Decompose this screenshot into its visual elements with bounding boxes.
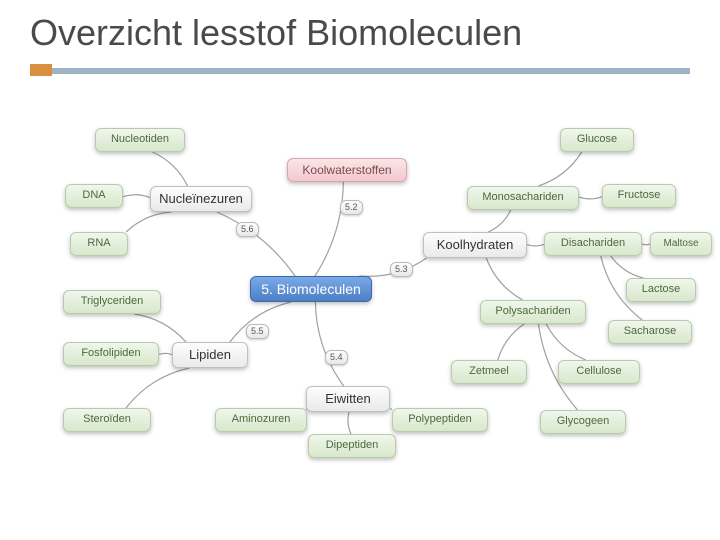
edge-koolhydraten-polysachariden	[486, 258, 522, 300]
node-label: RNA	[87, 237, 110, 250]
node-aminozuren: Aminozuren	[215, 408, 307, 432]
edge-polysachariden-cellulose	[546, 324, 586, 360]
badge-label: 5.4	[330, 352, 343, 362]
node-lactose: Lactose	[626, 278, 696, 302]
node-label: Fosfolipiden	[81, 347, 140, 360]
node-label: 5. Biomoleculen	[261, 281, 361, 298]
node-label: Glucose	[577, 133, 617, 146]
badge-label: 5.5	[251, 326, 264, 336]
node-label: Lactose	[642, 283, 681, 296]
node-maltose: Maltose	[650, 232, 712, 256]
edge-nucleinezuren-nucleotiden	[152, 152, 187, 186]
node-koolwaterstoffen: Koolwaterstoffen	[287, 158, 407, 182]
node-fosfolipiden: Fosfolipiden	[63, 342, 159, 366]
node-eiwitten: Eiwitten	[306, 386, 390, 412]
node-lipiden: Lipiden	[172, 342, 248, 368]
node-label: Koolwaterstoffen	[302, 163, 391, 177]
badge-label: 5.2	[345, 202, 358, 212]
edge-biomoleculen-nucleinezuren	[217, 212, 295, 276]
slide: Overzicht lesstof Biomoleculen 5. Biomol…	[0, 0, 720, 540]
node-glycogeen: Glycogeen	[540, 410, 626, 434]
edge-disachariden-lactose	[611, 256, 644, 278]
edge-nucleinezuren-dna	[123, 195, 150, 198]
node-label: Steroïden	[83, 413, 131, 426]
edge-disachariden-maltose	[642, 244, 650, 245]
badge-b54: 5.4	[325, 350, 348, 365]
node-label: Glycogeen	[557, 415, 610, 428]
node-disachariden: Disachariden	[544, 232, 642, 256]
node-label: Cellulose	[576, 365, 621, 378]
diagram-canvas: 5. Biomoleculen Nucleïnezuren Nucleotiden D…	[0, 0, 720, 540]
node-label: Disachariden	[561, 237, 625, 250]
node-monosachariden: Monosachariden	[467, 186, 579, 210]
badge-b53: 5.3	[390, 262, 413, 277]
badge-b56: 5.6	[236, 222, 259, 237]
edge-koolhydraten-disachariden	[527, 244, 544, 246]
node-label: Polysachariden	[495, 305, 570, 318]
node-polysachariden: Polysachariden	[480, 300, 586, 324]
edge-nucleinezuren-rna	[126, 212, 171, 232]
node-nucleinezuren: Nucleïnezuren	[150, 186, 252, 212]
edge-biomoleculen-koolwaterstoffen	[315, 182, 343, 276]
node-polypeptiden: Polypeptiden	[392, 408, 488, 432]
node-label: Aminozuren	[232, 413, 291, 426]
node-label: Lipiden	[189, 347, 231, 363]
diagram-edges	[0, 0, 720, 540]
node-label: Koolhydraten	[437, 237, 514, 253]
edge-monosachariden-fructose	[579, 197, 602, 199]
node-label: Eiwitten	[325, 391, 371, 407]
node-biomoleculen: 5. Biomoleculen	[250, 276, 372, 302]
node-dna: DNA	[65, 184, 123, 208]
badge-label: 5.3	[395, 264, 408, 274]
node-label: Maltose	[663, 238, 698, 250]
edge-lipiden-steroiden	[126, 368, 189, 408]
edge-biomoleculen-eiwitten	[315, 302, 343, 386]
node-label: Triglyceriden	[81, 295, 144, 308]
node-zetmeel: Zetmeel	[451, 360, 527, 384]
edge-koolhydraten-monosachariden	[488, 210, 510, 232]
node-dipeptiden: Dipeptiden	[308, 434, 396, 458]
node-label: Dipeptiden	[326, 439, 379, 452]
node-fructose: Fructose	[602, 184, 676, 208]
node-label: Polypeptiden	[408, 413, 472, 426]
edge-eiwitten-dipeptiden	[348, 412, 351, 434]
node-glucose: Glucose	[560, 128, 634, 152]
node-label: Zetmeel	[469, 365, 509, 378]
edge-polysachariden-zetmeel	[498, 324, 524, 360]
node-steroiden: Steroïden	[63, 408, 151, 432]
node-label: Fructose	[618, 189, 661, 202]
edge-monosachariden-glucose	[538, 152, 581, 186]
node-koolhydraten: Koolhydraten	[423, 232, 527, 258]
badge-b55: 5.5	[246, 324, 269, 339]
edge-lipiden-fosfolipiden	[159, 353, 172, 354]
node-label: DNA	[82, 189, 105, 202]
node-label: Monosachariden	[482, 191, 563, 204]
node-label: Sacharose	[624, 325, 677, 338]
edge-lipiden-triglyceriden	[134, 314, 186, 342]
node-rna: RNA	[70, 232, 128, 256]
badge-label: 5.6	[241, 224, 254, 234]
node-sacharose: Sacharose	[608, 320, 692, 344]
node-cellulose: Cellulose	[558, 360, 640, 384]
node-nucleotiden: Nucleotiden	[95, 128, 185, 152]
node-label: Nucleïnezuren	[159, 191, 243, 207]
node-triglyceriden: Triglyceriden	[63, 290, 161, 314]
badge-b52: 5.2	[340, 200, 363, 215]
node-label: Nucleotiden	[111, 133, 169, 146]
